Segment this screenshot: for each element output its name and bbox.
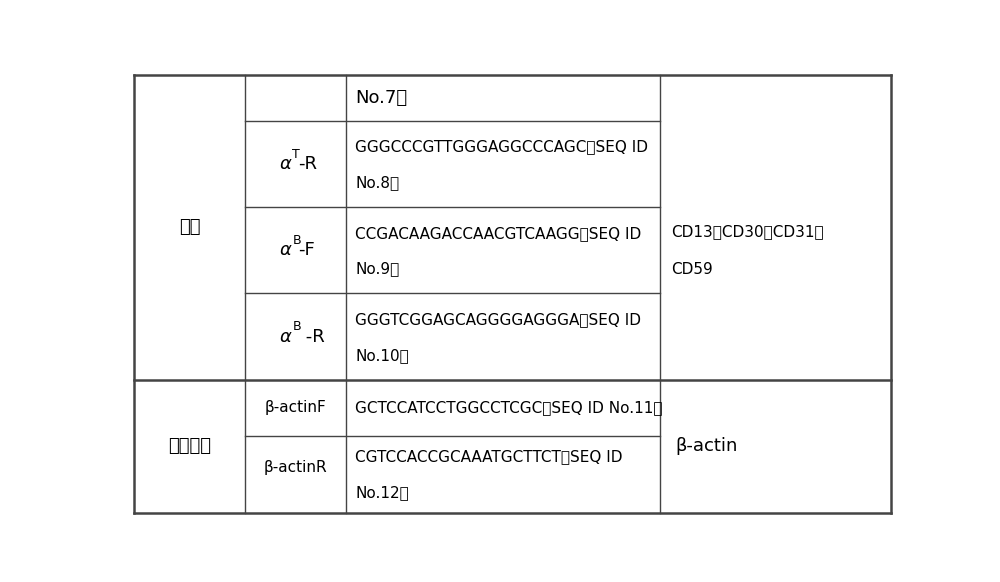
Text: α: α (280, 328, 292, 346)
Text: -F: -F (299, 242, 315, 260)
Text: β-actinF: β-actinF (265, 400, 326, 415)
Text: CCGACAAGACCAACGTCAAGG（SEQ ID: CCGACAAGACCAACGTCAAGG（SEQ ID (355, 226, 641, 241)
Text: GGGTCGGAGCAGGGGAGGGA（SEQ ID: GGGTCGGAGCAGGGGAGGGA（SEQ ID (355, 312, 641, 327)
Text: GCTCCATCCTGGCCTCGC（SEQ ID No.11）: GCTCCATCCTGGCCTCGC（SEQ ID No.11） (355, 400, 663, 415)
Text: T: T (292, 148, 300, 161)
Text: 内参引物: 内参引物 (168, 437, 211, 455)
Text: α: α (280, 242, 292, 260)
Text: CD59: CD59 (671, 262, 713, 276)
Text: No.12）: No.12） (355, 485, 409, 501)
Text: GGGCCCGTTGGGAGGCCCAGC（SEQ ID: GGGCCCGTTGGGAGGCCCAGC（SEQ ID (355, 140, 648, 154)
Text: -R: -R (300, 328, 325, 346)
Text: β-actinR: β-actinR (264, 460, 327, 475)
Text: α: α (280, 155, 292, 173)
Text: No.9）: No.9） (355, 262, 399, 276)
Text: No.7）: No.7） (355, 89, 407, 107)
Text: B: B (292, 320, 301, 333)
Text: 引物: 引物 (179, 218, 200, 236)
Text: No.8）: No.8） (355, 175, 399, 190)
Text: CD13、CD30、CD31、: CD13、CD30、CD31、 (671, 224, 824, 239)
Text: No.10）: No.10） (355, 348, 409, 363)
Text: -R: -R (299, 155, 318, 173)
Text: β-actin: β-actin (675, 437, 738, 455)
Text: B: B (292, 234, 301, 247)
Text: CGTCCACCGCAAATGCTTCT（SEQ ID: CGTCCACCGCAAATGCTTCT（SEQ ID (355, 450, 623, 464)
